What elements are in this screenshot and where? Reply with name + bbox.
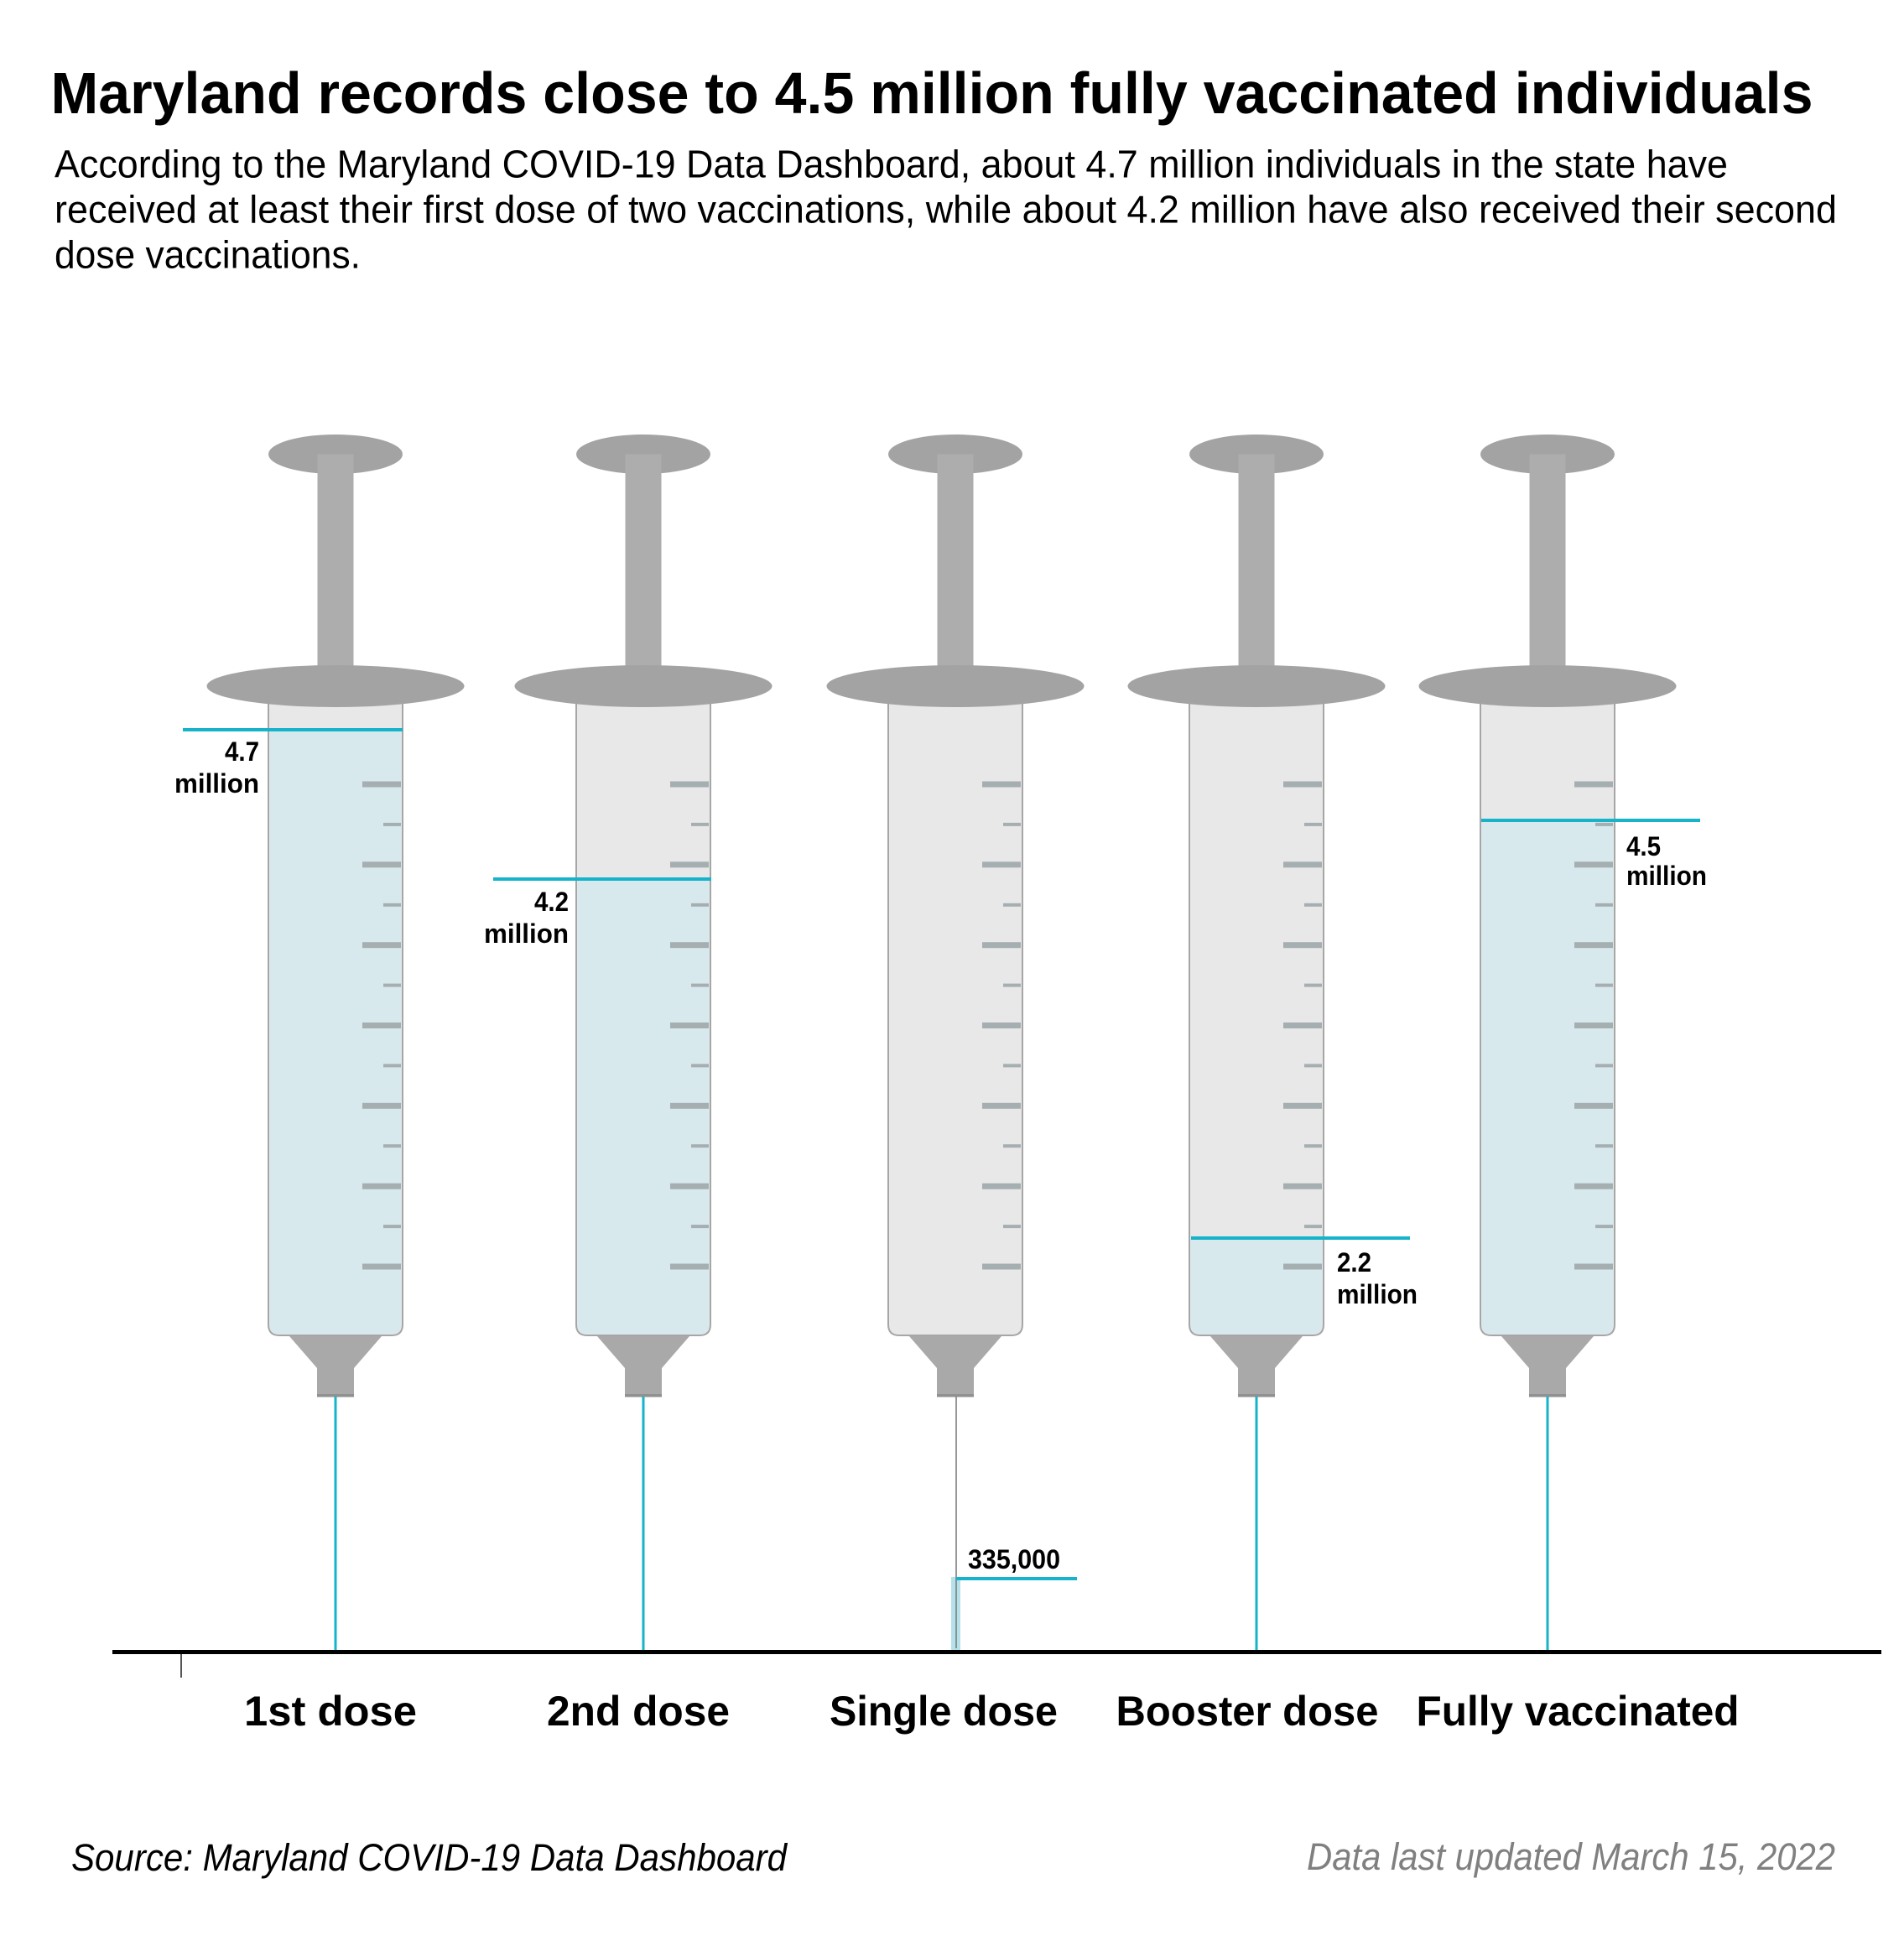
svg-text:million: million xyxy=(1337,1279,1418,1309)
svg-text:received at least their first: received at least their first dose of tw… xyxy=(55,188,1837,232)
svg-text:According to the Maryland COVI: According to the Maryland COVID-19 Data … xyxy=(55,143,1728,186)
svg-text:million: million xyxy=(1626,861,1707,891)
svg-text:Maryland records close to 4.5: Maryland records close to 4.5 million fu… xyxy=(51,60,1813,126)
svg-text:Source: Maryland COVID-19 Data: Source: Maryland COVID-19 Data Dashboard xyxy=(71,1836,788,1879)
svg-text:4.2: 4.2 xyxy=(534,887,569,917)
svg-text:Fully vaccinated: Fully vaccinated xyxy=(1417,1688,1740,1735)
svg-text:million: million xyxy=(484,918,569,949)
svg-text:4.7: 4.7 xyxy=(225,736,259,767)
svg-text:2.2: 2.2 xyxy=(1337,1247,1371,1278)
svg-text:Data last updated March 15, 20: Data last updated March 15, 2022 xyxy=(1307,1835,1835,1878)
svg-text:335,000: 335,000 xyxy=(968,1544,1060,1574)
svg-text:dose vaccinations.: dose vaccinations. xyxy=(55,233,361,277)
svg-text:million: million xyxy=(174,768,259,799)
svg-text:Single dose: Single dose xyxy=(830,1688,1058,1735)
svg-text:4.5: 4.5 xyxy=(1626,831,1661,861)
svg-text:1st dose: 1st dose xyxy=(244,1688,417,1735)
svg-text:2nd dose: 2nd dose xyxy=(547,1688,730,1735)
svg-text:Booster dose: Booster dose xyxy=(1116,1688,1379,1735)
